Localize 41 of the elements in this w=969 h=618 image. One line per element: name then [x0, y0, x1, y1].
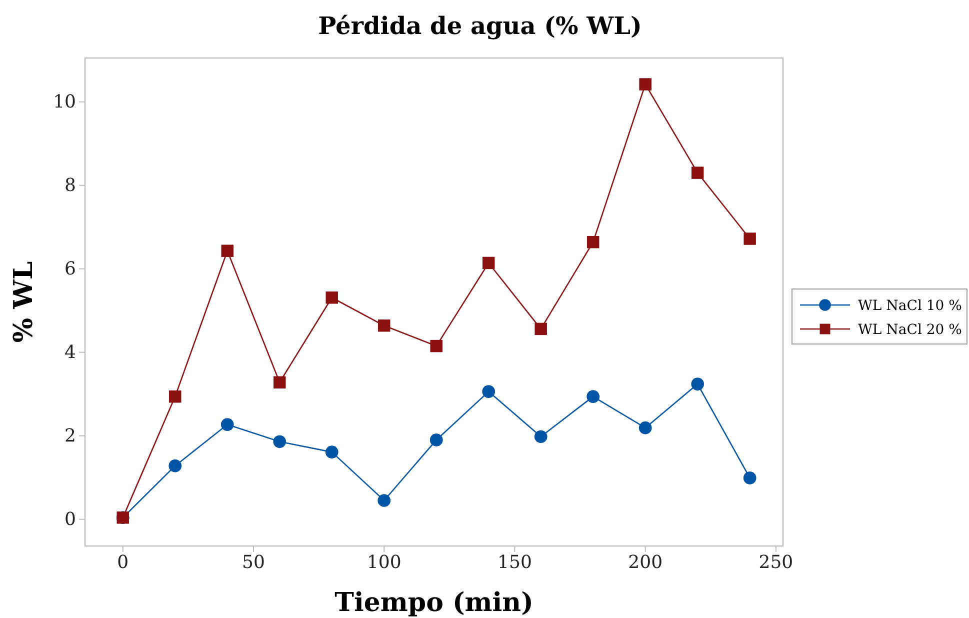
y-tick-label: 6 [64, 258, 76, 280]
x-tick-label: 200 [628, 552, 663, 573]
point [534, 322, 547, 336]
point [586, 390, 600, 403]
point [220, 418, 234, 431]
point [273, 376, 286, 388]
x-tick-label: 0 [117, 552, 129, 573]
x-tick-label: 150 [498, 552, 532, 573]
point [273, 435, 286, 448]
point [169, 390, 182, 403]
y-axis-title: % WL [9, 261, 39, 343]
x-tick-label: 100 [366, 552, 402, 573]
point [326, 291, 338, 304]
point [691, 378, 704, 390]
point [639, 78, 652, 90]
point [586, 236, 600, 248]
point [534, 430, 548, 444]
y-tick-label: 8 [64, 175, 76, 196]
point [691, 166, 704, 179]
y-tick-label: 10 [53, 92, 76, 113]
point [482, 385, 496, 398]
y-tick-label: 4 [64, 342, 76, 364]
point [743, 472, 756, 484]
x-tick-label: 50 [242, 552, 265, 573]
point [378, 494, 391, 507]
legend-label: WL NaCl 20 % [858, 322, 962, 338]
point [482, 256, 495, 270]
x-tick-label: 250 [758, 552, 794, 573]
point [378, 319, 390, 332]
x-axis-title: Tiempo (min) [334, 588, 534, 618]
point [744, 232, 756, 245]
point [430, 340, 442, 352]
legend-label: WL NaCl 10 % [858, 298, 962, 314]
point [221, 244, 234, 257]
point [638, 421, 652, 434]
y-tick-label: 0 [64, 509, 76, 530]
point [430, 434, 443, 446]
y-tick-label: 2 [64, 426, 76, 447]
chart-title: Pérdida de agua (% WL) [318, 11, 642, 40]
point [168, 459, 182, 472]
point [325, 446, 338, 458]
